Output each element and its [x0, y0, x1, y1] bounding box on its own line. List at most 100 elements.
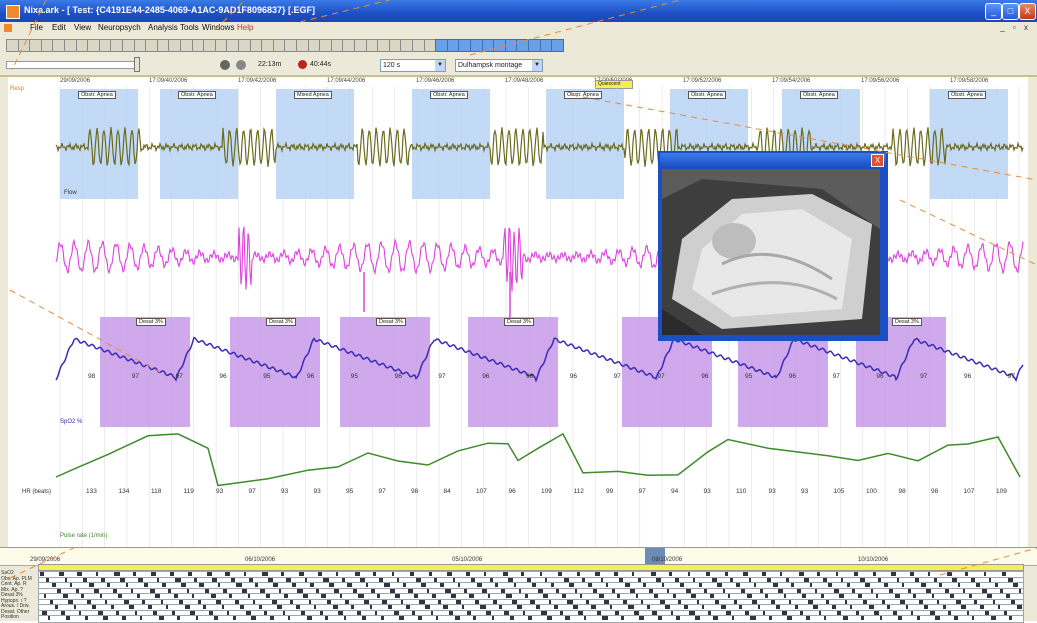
- overview-event-mark: [100, 594, 102, 598]
- clock-icon[interactable]: [236, 60, 246, 70]
- chevron-down-icon[interactable]: ▼: [435, 60, 445, 71]
- overview-event-mark: [745, 610, 749, 615]
- overview-event-mark: [484, 572, 486, 576]
- duration-select[interactable]: 120 s ▼: [380, 59, 446, 72]
- toolbar-tool-icon[interactable]: [551, 39, 565, 52]
- overview-event-mark: [795, 605, 798, 609]
- overview-event-mark: [70, 583, 72, 587]
- right-gutter: [1028, 77, 1037, 547]
- menu-tools[interactable]: Tools: [180, 23, 199, 32]
- overview-event-mark: [379, 577, 383, 582]
- overview-event-mark: [586, 599, 589, 604]
- spo2-value: 96: [307, 373, 315, 380]
- time-slider-thumb[interactable]: [134, 57, 140, 72]
- time-slider[interactable]: [6, 61, 136, 69]
- menu-help[interactable]: Help: [237, 23, 254, 32]
- menu-edit[interactable]: Edit: [52, 23, 66, 32]
- overview-event-mark: [283, 610, 285, 615]
- minimize-button[interactable]: _: [985, 3, 1002, 20]
- hr-value: 93: [313, 488, 321, 495]
- overview-event-mark: [562, 594, 566, 598]
- hr-value: 99: [606, 488, 614, 495]
- overview-event-mark: [399, 616, 404, 620]
- menu-view[interactable]: View: [74, 23, 92, 32]
- overview-event-mark: [995, 583, 998, 587]
- overview-event-mark: [203, 605, 206, 609]
- apnea-event-label: Obstr. Apnea: [948, 91, 986, 99]
- overview-event-mark: [200, 583, 204, 587]
- overview-event-mark: [989, 577, 991, 582]
- menu-windows[interactable]: Windows: [202, 23, 235, 32]
- video-close-button[interactable]: X: [871, 154, 884, 167]
- overview-event-mark: [503, 572, 508, 576]
- menu-neuropsych[interactable]: Neuropsych: [98, 23, 141, 32]
- overview-event-mark: [362, 616, 366, 620]
- overview-event-mark: [412, 610, 415, 615]
- zoom-icon[interactable]: [220, 60, 230, 70]
- record-icon[interactable]: [298, 60, 307, 69]
- overview-event-mark: [834, 588, 839, 593]
- overview-event-mark: [747, 594, 752, 598]
- overview-event-mark: [967, 610, 969, 615]
- overview-event-mark: [1019, 588, 1021, 593]
- overview-event-mark: [852, 588, 855, 593]
- spo2-value: 97: [438, 373, 446, 380]
- overview-event-mark: [46, 577, 49, 582]
- overview-event-mark: [577, 572, 580, 576]
- overview-event-mark: [861, 616, 864, 620]
- overview-event-mark: [603, 616, 608, 620]
- overview-event-mark: [614, 572, 618, 576]
- overview-event-mark: [545, 577, 547, 582]
- spo2-value: 96: [964, 373, 972, 380]
- montage-select[interactable]: Dulhampsk montage ▼: [455, 59, 543, 72]
- overview-event-mark: [458, 583, 460, 587]
- overview-event-mark: [714, 616, 718, 620]
- overview-time: 08/10/2006: [652, 557, 683, 563]
- menu-file[interactable]: File: [30, 23, 43, 32]
- overview-event-mark: [684, 605, 688, 609]
- overview-event-mark: [375, 610, 377, 615]
- chevron-down-icon[interactable]: ▼: [532, 60, 542, 71]
- overview-event-mark: [377, 594, 380, 598]
- video-window[interactable]: X: [658, 151, 888, 341]
- overview-event-mark: [213, 577, 215, 582]
- overview-event-mark: [355, 572, 360, 576]
- overview-event-mark: [418, 616, 422, 620]
- overview-event-mark: [122, 616, 126, 620]
- overview-event-mark: [410, 572, 414, 576]
- overview-event-mark: [813, 605, 818, 609]
- menu-analysis[interactable]: Analysis: [148, 23, 178, 32]
- overview-event-mark: [841, 577, 843, 582]
- apnea-event-label: Obstr. Apnea: [178, 91, 216, 99]
- video-title-bar[interactable]: X: [660, 153, 886, 167]
- hr-value: 97: [378, 488, 386, 495]
- overview-panel[interactable]: 29/09/2006 06/10/2006 05/10/2006 08/10/2…: [0, 547, 1037, 623]
- timeline-label: 17:09/58/2006: [950, 78, 989, 84]
- overview-event-mark: [874, 610, 879, 615]
- overview-event-mark: [346, 599, 349, 604]
- maximize-button[interactable]: □: [1002, 3, 1019, 20]
- overview-event-mark: [551, 583, 554, 587]
- overview-event-mark: [107, 583, 110, 587]
- overview-event-mark: [629, 605, 634, 609]
- overview-event-mark: [769, 616, 772, 620]
- mdi-controls[interactable]: _ ▫ x: [1000, 23, 1031, 32]
- document-icon[interactable]: [4, 24, 12, 32]
- overview-event-mark: [120, 577, 125, 582]
- overview-event-mark: [370, 605, 372, 609]
- hr-value: 93: [281, 488, 289, 495]
- spo2-value: 97: [1007, 373, 1016, 380]
- spo2-value: 97: [920, 373, 928, 380]
- overview-event-mark: [320, 610, 323, 615]
- overview-event-mark: [425, 605, 430, 609]
- overview-event-mark: [638, 577, 641, 582]
- overview-cursor[interactable]: [645, 548, 665, 565]
- overview-event-mark: [826, 599, 829, 604]
- overview-event-mark: [272, 599, 277, 604]
- overview-event-mark: [263, 572, 268, 576]
- overview-event-mark: [575, 588, 577, 593]
- overview-event-mark: [455, 616, 460, 620]
- close-button[interactable]: X: [1019, 3, 1036, 20]
- overview-event-mark: [699, 583, 702, 587]
- spo2-value: 97: [657, 373, 665, 380]
